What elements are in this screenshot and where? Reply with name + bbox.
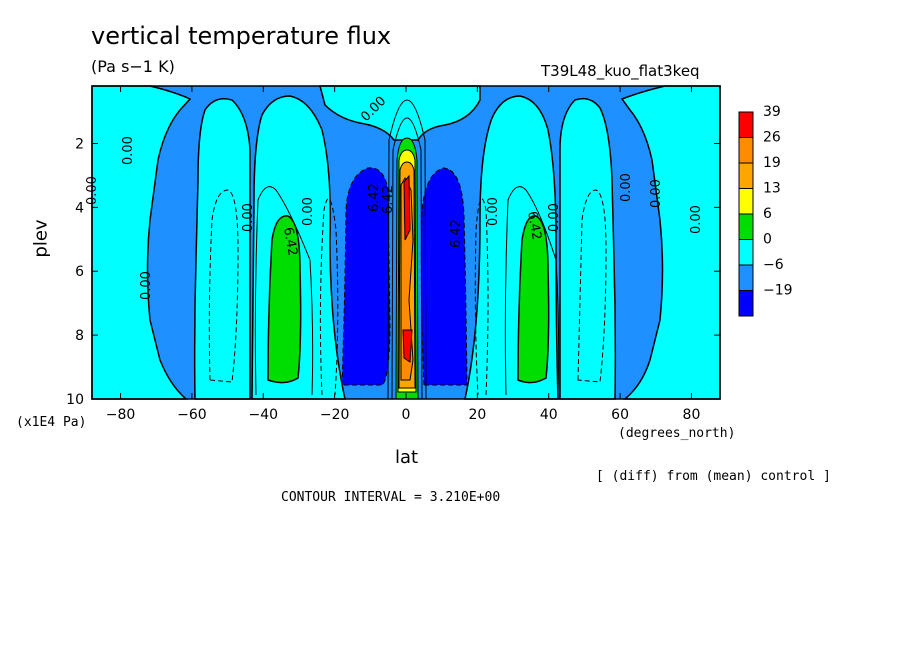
legend-swatch	[738, 290, 754, 317]
y-axis: 2 4 6 8 10	[66, 136, 720, 408]
y-tick-label: 8	[75, 328, 84, 344]
legend-swatch	[738, 111, 754, 138]
legend-label: −6	[763, 257, 784, 273]
contour-label: 6.42	[449, 219, 464, 248]
contour-label: 6.42	[280, 226, 300, 257]
y-tick-label: 2	[75, 136, 84, 152]
region-positive-right	[517, 215, 550, 384]
contour-label: 0.00	[649, 179, 664, 208]
legend-swatch	[738, 162, 754, 189]
x-tick-label: −20	[320, 407, 350, 423]
region-cyan-left-outer	[91, 85, 192, 400]
region-cyan-left-inner	[193, 98, 251, 400]
contour-labels: 0.00 0.00 0.00 0.00 0.00 0.00 0.00 0.00 …	[85, 94, 704, 300]
contour-field	[91, 85, 721, 400]
legend-swatch	[738, 239, 754, 266]
x-tick-label: 0	[402, 407, 411, 423]
contour-label: 0.00	[486, 197, 501, 226]
dashed-contour-2	[577, 189, 607, 383]
legend-label: 6	[763, 206, 772, 222]
region-cyan-right-inner	[559, 97, 617, 400]
chart-title: vertical temperature flux	[91, 22, 392, 50]
x-tick-label: −80	[106, 407, 136, 423]
x-tick-label: 80	[683, 407, 701, 423]
legend-label: 13	[763, 181, 781, 197]
thin-contour-1	[254, 186, 314, 396]
contour-label: 0.00	[121, 136, 136, 165]
x-tick-label: 40	[540, 407, 558, 423]
dashed-contour-4	[474, 198, 489, 396]
contour-label: 0.00	[619, 173, 634, 202]
region-positive-left	[267, 215, 302, 384]
legend-swatch	[738, 137, 754, 164]
thin-contour-2	[504, 186, 560, 396]
run-name: T39L48_kuo_flat3keq	[541, 62, 700, 80]
region-negative-right	[420, 167, 468, 386]
contour-label: 6.42	[381, 185, 396, 214]
x-tick-label: −60	[177, 407, 207, 423]
contour-label: 6.42	[367, 183, 382, 212]
thin-contour-4	[387, 99, 427, 400]
color-legend: 39 26 19 13 6 0 −6 −19	[738, 104, 793, 317]
legend-swatch	[738, 213, 754, 240]
dashed-contour-1	[208, 189, 239, 383]
contour-interval: CONTOUR INTERVAL = 3.210E+00	[281, 490, 501, 505]
region-negative-left	[341, 167, 391, 386]
x-axis-label: lat	[395, 447, 419, 468]
y-tick-label: 10	[66, 392, 84, 408]
x-tick-label: −40	[248, 407, 278, 423]
contour-label: 6.42	[524, 210, 544, 241]
contour-label: 0.00	[301, 197, 316, 226]
contour-label: 0.00	[547, 203, 562, 232]
contour-label: 0.00	[689, 205, 704, 234]
legend-swatch	[738, 188, 754, 215]
legend-label: 39	[763, 104, 781, 120]
legend-label: −19	[763, 283, 793, 299]
y-axis-unit: (x1E4 Pa)	[16, 415, 87, 430]
x-tick-label: 60	[611, 407, 629, 423]
legend-swatch	[738, 264, 754, 291]
x-tick-label: 20	[468, 407, 486, 423]
x-axis-unit: (degrees_north)	[618, 426, 736, 441]
diff-note: [ (diff) from (mean) control ]	[596, 469, 831, 484]
region-equator-red-1	[403, 174, 411, 241]
thin-contour-3	[391, 117, 423, 400]
region-equator-red-2	[402, 329, 413, 363]
x-axis: −80 −60 −40 −20 0 20 40 60 80	[106, 86, 701, 423]
region-cyan-right-outer	[620, 85, 721, 400]
chart-units: (Pa s−1 K)	[91, 57, 175, 76]
legend-label: 19	[763, 155, 781, 171]
y-tick-label: 6	[75, 264, 84, 280]
legend-label: 0	[763, 232, 772, 248]
region-cyan-top	[319, 85, 481, 141]
legend-label: 26	[763, 130, 781, 146]
contour-label: 0.00	[241, 203, 256, 232]
contour-label: 0.00	[139, 271, 154, 300]
y-tick-label: 4	[75, 200, 84, 216]
dashed-contour-3	[319, 198, 339, 396]
